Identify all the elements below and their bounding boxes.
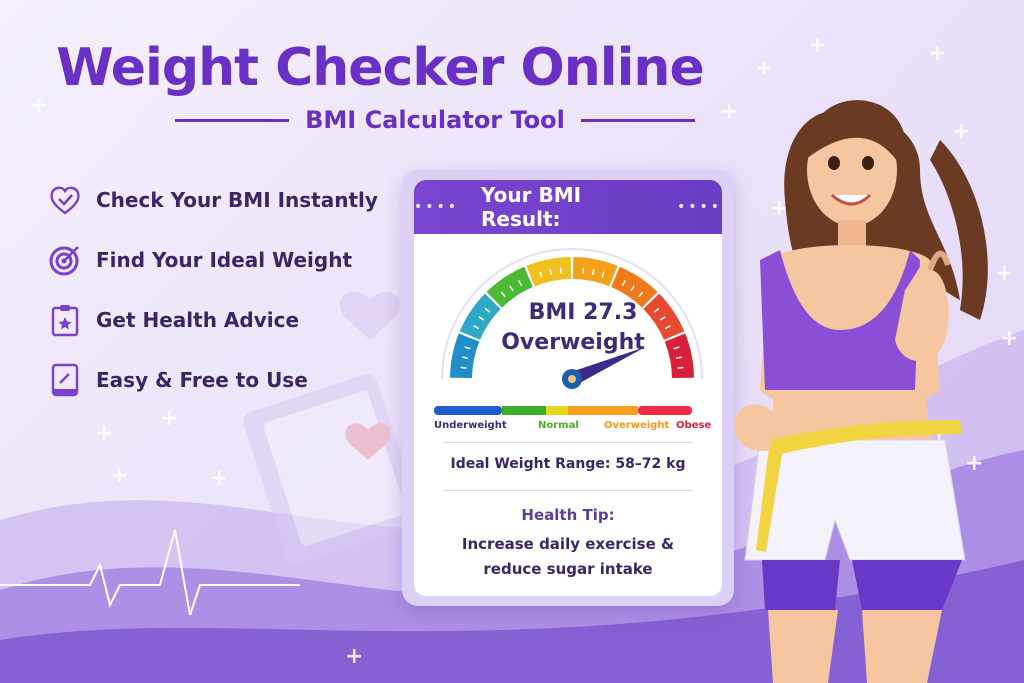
feature-label: Check Your BMI Instantly	[96, 188, 378, 212]
gauge-tick	[591, 269, 595, 276]
svg-text:+: +	[952, 119, 970, 144]
bmi-scale-segment	[434, 406, 502, 415]
gauge-tick	[582, 267, 585, 274]
heartbeat-line	[0, 529, 300, 616]
subtitle-row: BMI Calculator Tool	[175, 106, 695, 134]
gauge-segment	[526, 257, 571, 287]
feature-item: Easy & Free to Use	[48, 350, 378, 410]
dots-decoration: ••••	[676, 199, 722, 215]
bmi-category: Overweight	[501, 330, 645, 355]
gauge-tick	[675, 356, 682, 360]
gauge-tick	[673, 346, 680, 350]
tablet-icon	[51, 363, 79, 397]
gauge-tick	[601, 271, 605, 278]
bmi-scale-segment	[638, 406, 692, 415]
scale-label-overweight: Overweight	[604, 420, 670, 431]
divider	[444, 490, 692, 491]
gauge-outline	[441, 248, 703, 380]
gauge-tick	[518, 280, 523, 287]
gauge-segment	[459, 293, 501, 340]
gauge-tick	[464, 346, 471, 350]
bmi-scale-segment	[546, 406, 568, 415]
svg-text:+: +	[110, 463, 128, 488]
gauge-needle-hub-center	[568, 375, 576, 383]
bmi-scale-segment	[568, 406, 638, 415]
feature-list: Check Your BMI Instantly Find Your Ideal…	[48, 170, 378, 410]
card-heading: Your BMI Result:	[481, 183, 582, 231]
svg-text:+: +	[30, 93, 48, 118]
svg-text:+: +	[720, 99, 738, 124]
divider	[580, 118, 695, 122]
svg-text:+: +	[160, 406, 178, 431]
feature-item: Find Your Ideal Weight	[48, 230, 378, 290]
svg-text:+: +	[210, 466, 228, 491]
svg-text:+: +	[965, 451, 983, 476]
gauge-tick	[549, 269, 553, 276]
gauge-segment	[573, 257, 618, 287]
page-subtitle: BMI Calculator Tool	[305, 106, 565, 134]
feature-label: Easy & Free to Use	[96, 368, 308, 392]
scale-label-underweight: Underweight	[434, 420, 507, 431]
gauge-segment	[611, 266, 658, 308]
gauge-tick	[473, 325, 480, 330]
svg-text:+: +	[755, 56, 773, 81]
ideal-weight-range: Ideal Weight Range: 58–72 kg	[450, 456, 686, 472]
feature-item: Check Your BMI Instantly	[48, 170, 378, 230]
divider	[444, 442, 692, 443]
svg-text:+: +	[995, 261, 1013, 286]
gauge-tick	[621, 280, 626, 287]
gauge-segment	[486, 266, 533, 308]
svg-text:+: +	[808, 33, 826, 58]
bmi-value: BMI 27.3	[528, 300, 638, 325]
gauge-tick	[478, 316, 485, 321]
gauge-tick	[484, 307, 491, 313]
svg-text:+: +	[95, 421, 113, 446]
gauge-segment	[450, 333, 480, 378]
feature-item: Get Health Advice	[48, 290, 378, 350]
gauge-tick	[664, 325, 671, 330]
gauge-tick	[509, 285, 514, 292]
page-title: Weight Checker Online	[56, 38, 704, 98]
card-header: •••• Your BMI Result: ••••	[414, 180, 722, 234]
gauge-segment	[664, 333, 694, 378]
divider	[175, 118, 290, 122]
scale-label-obese: Obese	[676, 420, 712, 431]
gauge-tick	[638, 291, 644, 298]
feature-label: Find Your Ideal Weight	[96, 248, 353, 272]
gauge-segment	[643, 293, 685, 340]
gauge-tick	[559, 267, 562, 274]
gauge-tick	[659, 316, 666, 321]
clipboard-illustration	[243, 374, 421, 565]
scale-label-normal: Normal	[538, 420, 579, 431]
heart-check-icon	[50, 186, 80, 215]
health-tip-heading: Health Tip:	[521, 506, 615, 524]
target-icon	[49, 246, 79, 276]
woman-illustration	[734, 100, 988, 683]
bmi-result-card: •••• Your BMI Result: •••• BMI 27.3 Over…	[402, 170, 734, 606]
gauge-tick	[630, 285, 635, 292]
gauge-tick	[653, 307, 660, 313]
svg-text:+: +	[770, 196, 788, 221]
bmi-gauge	[434, 248, 703, 415]
feature-label: Get Health Advice	[96, 308, 300, 332]
health-tip-text: Increase daily exercise & reduce sugar i…	[461, 535, 675, 578]
gauge-tick	[460, 366, 467, 369]
svg-text:+: +	[345, 644, 363, 669]
gauge-tick	[500, 291, 506, 298]
gauge-tick	[677, 366, 684, 369]
svg-text:+: +	[928, 41, 946, 66]
gauge-tick	[539, 271, 543, 278]
svg-text:+: +	[1000, 326, 1018, 351]
dots-decoration: ••••	[414, 199, 460, 215]
gauge-tick	[462, 356, 469, 360]
clipboard-star-icon	[51, 305, 79, 337]
gauge-needle	[568, 347, 646, 385]
bmi-scale-segment	[502, 406, 546, 415]
heart-icon	[339, 291, 401, 340]
